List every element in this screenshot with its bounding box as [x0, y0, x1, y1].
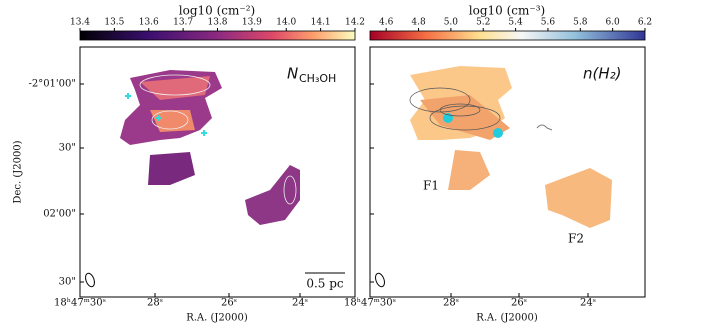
map-right: [375, 66, 612, 288]
colorbar-tick-label: 13.6: [139, 18, 159, 28]
x-tick-label: 18ʰ47ᵐ30ˢ: [54, 298, 106, 309]
colorbar-tick-label: 5.6: [541, 18, 556, 28]
annotation: F1: [423, 179, 439, 193]
x-tick-label: 26ˢ: [511, 298, 527, 309]
y-tick-label: 30": [59, 277, 76, 288]
colorbar: [369, 30, 646, 41]
x-tick-label: 24ˢ: [580, 298, 596, 309]
colorbar-tick-label: 6.2: [638, 18, 652, 28]
axes-frame: [369, 46, 646, 298]
colorbar-tick-label: 5.2: [476, 18, 490, 28]
scale-bar-label: 0.5 pc: [306, 277, 344, 291]
colorbar-tick-label: 13.5: [104, 18, 124, 28]
map-left: [85, 70, 345, 288]
colorbar-tick-label: 13.7: [173, 18, 193, 28]
y-tick-label: 02'00": [43, 209, 76, 220]
x-tick-label: 18ʰ47ᵐ30ˢ: [344, 298, 396, 309]
colorbar-tick-label: 14.1: [311, 18, 331, 28]
x-tick-label: 28ˢ: [147, 298, 163, 309]
panel-label-sub: CH₃OH: [299, 72, 336, 85]
colorbar-tick-label: 4.6: [379, 18, 394, 28]
y-axis-label: Dec. (J2000): [13, 140, 24, 203]
x-tick-label: 28ˢ: [443, 298, 459, 309]
axes-frame: [79, 46, 356, 298]
colorbar-label: log10 (cm⁻³): [469, 4, 545, 18]
colorbar-tick-label: 14.0: [276, 18, 296, 28]
colorbar-tick-label: 5.4: [508, 18, 523, 28]
colorbar-label: log10 (cm⁻²): [179, 4, 255, 18]
panel-label: n(H₂): [583, 65, 622, 83]
colorbar-tick-label: 5.0: [444, 18, 459, 28]
colorbar-tick-label: 5.8: [573, 18, 588, 28]
colorbar-tick-label: 6.0: [605, 18, 620, 28]
y-tick-label: -2°01'00": [28, 79, 76, 90]
x-tick-label: 26ˢ: [221, 298, 237, 309]
colorbar: [79, 30, 356, 41]
x-axis-label: R.A. (J2000): [476, 313, 538, 324]
y-tick-label: 30": [59, 143, 76, 154]
x-tick-label: 24ˢ: [292, 298, 308, 309]
colorbar-tick-label: 14.2: [345, 18, 365, 28]
colorbar-tick-label: 4.8: [411, 18, 426, 28]
panel-label: N: [287, 65, 298, 83]
annotation: F2: [568, 232, 584, 246]
colorbar-tick-label: 13.4: [70, 18, 90, 28]
colorbar-tick-label: 13.9: [242, 18, 262, 28]
x-axis-label: R.A. (J2000): [186, 313, 248, 324]
colorbar-tick-label: 13.8: [207, 18, 227, 28]
